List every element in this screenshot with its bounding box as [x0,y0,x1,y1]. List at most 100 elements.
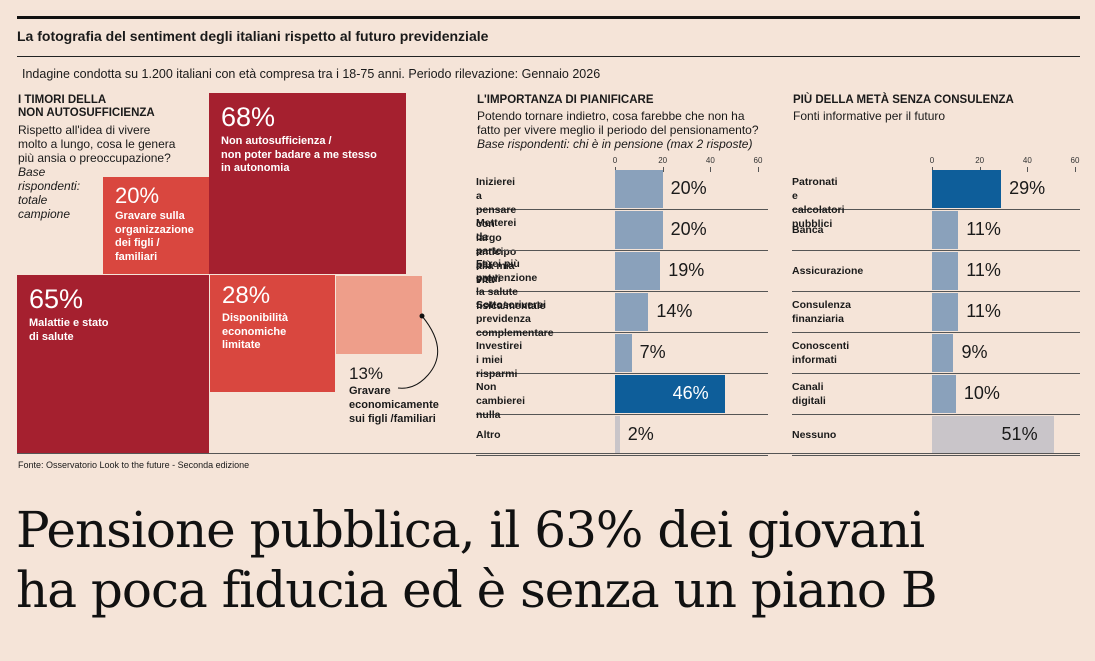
bar [932,334,954,372]
axis-tick-label: 20 [975,156,985,165]
bar [615,293,649,331]
axis-tick [710,167,712,172]
bar-value-label: 14% [656,300,693,321]
tile-label: Gravare sulla organizzazione dei figli /… [115,210,194,263]
bar [932,170,1002,208]
survey-note: Indagine condotta su 1.200 italiani con … [22,67,601,81]
axis-tick-label: 0 [612,156,618,165]
tile-label: Non autosufficienza / non poter badare a… [221,135,377,174]
row-divider [476,414,768,415]
source-note: Fonte: Osservatorio Look to the future -… [18,460,250,470]
bar-value-label: 10% [963,382,1000,403]
bar [932,375,956,413]
bar-value-label: 11% [966,218,1001,239]
bar-value-label: 46% [672,382,709,403]
treemap-tile-28: 28% Disponibilità economiche limitate [210,275,335,392]
tile-label: Malattie e stato di salute [29,317,109,343]
row-label: Inizierei a pensare con largo anticipo al… [476,175,517,286]
section3-text: PIÙ DELLA METÀ SENZA CONSULENZA Fonti in… [793,94,1083,123]
row-label: Banca [792,223,824,236]
bar-value-label: 19% [668,259,705,280]
bar-value-label: 11% [966,259,1001,280]
axis-tick [758,167,759,172]
bar-value-label: 29% [1009,177,1046,198]
axis-tick [979,167,981,172]
axis-tick-label: 60 [753,156,763,165]
bar-value-label: 51% [1001,423,1038,444]
section2-base: Base rispondenti: chi è in pensione (max… [477,137,753,151]
row-divider [476,332,768,333]
row-divider [792,291,1080,292]
bar-value-label: 2% [627,423,654,444]
treemap-tile-65: 65% Malattie e stato di salute [17,275,209,453]
row-divider [476,250,768,251]
row-divider [476,291,768,292]
axis-tick [1075,167,1076,172]
section1-heading: I TIMORI DELLA NON AUTOSUFFICIENZA [18,94,155,119]
row-label: Canali digitali [792,380,826,407]
row-label: Non cambierei nulla [476,380,526,421]
row-label: Farei più prevenzione la salute fisica/me… [476,257,546,312]
axis-tick-label: 40 [705,156,715,165]
section1-question: Rispetto all'idea di vivere molto a lung… [18,123,176,165]
row-divider [476,455,768,456]
bar [615,375,725,413]
row-label: Patronati e calcolatori pubblici [792,175,845,230]
tile-value: 20% [115,183,160,208]
row-label: Metterei da parte più soldi [476,216,517,285]
footer-rule [17,453,1080,454]
treemap-tile-68: 68% Non autosufficienza / non poter bada… [209,93,406,274]
headline-line1: Pensione pubblica, il 63% dei giovani [16,501,925,559]
bar [615,252,661,290]
row-divider [476,209,768,210]
row-label: Conoscenti informati [792,339,850,366]
treemap-tile-13 [336,276,422,354]
row-divider [476,373,768,374]
axis-tick [662,167,664,172]
row-divider [792,455,1080,456]
title-rule [17,56,1080,57]
treemap-label-13: 13% Gravare economicamente sui figli /fa… [349,364,439,426]
axis-tick [932,167,933,172]
bar [932,211,959,249]
tile-value: 68% [221,102,276,132]
bar [615,170,663,208]
bar-value-label: 20% [670,218,707,239]
axis-tick-label: 0 [929,156,935,165]
bar [932,252,959,290]
bar [932,416,1054,454]
axis-tick-label: 60 [1070,156,1080,165]
row-divider [792,332,1080,333]
tile-label: Gravare economicamente sui figli /famili… [349,385,439,425]
section1-base: Base rispondenti: totale campione [18,165,81,221]
bar-value-label: 9% [961,341,988,362]
row-divider [792,250,1080,251]
row-divider [792,373,1080,374]
row-divider [792,414,1080,415]
section3-heading: PIÙ DELLA METÀ SENZA CONSULENZA [793,94,1014,106]
bar [615,334,632,372]
section2-heading: L'IMPORTANZA DI PIANIFICARE [477,94,654,106]
section1-text: I TIMORI DELLA NON AUTOSUFFICIENZA Rispe… [18,94,218,221]
bar [615,416,620,454]
row-label: Assicurazione [792,264,864,277]
connector-arrow [397,313,439,389]
row-label: Investirei i miei risparmi [476,339,523,380]
axis-tick [615,167,616,172]
row-label: Sottoscriverei previdenza complementare [476,298,554,339]
tile-value: 28% [222,282,271,309]
bar [932,293,959,331]
infographic-title: La fotografia del sentiment degli italia… [17,28,489,44]
row-label: Consulenza finanziaria [792,298,851,325]
row-label: Altro [476,428,501,441]
tile-value: 65% [29,284,84,314]
section2-text: L'IMPORTANZA DI PIANIFICARE Potendo torn… [477,94,777,151]
row-label: Nessuno [792,428,837,441]
tile-value: 13% [349,364,384,383]
bar-value-label: 7% [639,341,666,362]
section2-question: Potendo tornare indietro, cosa farebbe c… [477,109,759,137]
headline-line2: ha poca fiducia ed è senza un piano B [16,561,938,619]
row-divider [792,209,1080,210]
axis-tick-label: 40 [1022,156,1032,165]
treemap-tile-20: 20% Gravare sulla organizzazione dei fig… [103,177,209,274]
